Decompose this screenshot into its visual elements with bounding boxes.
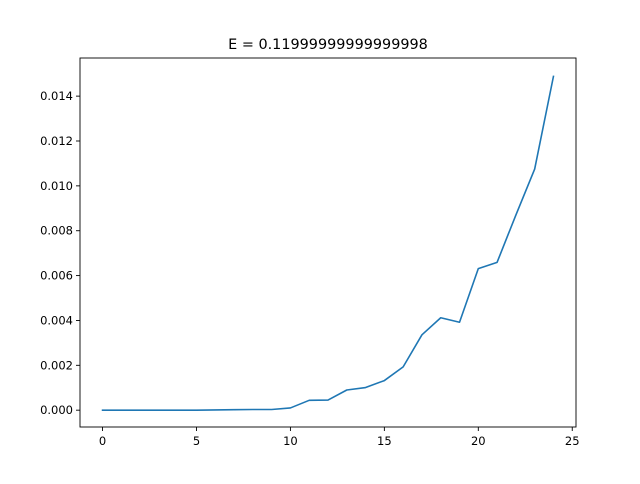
data-point bbox=[214, 409, 216, 411]
y-tick-label: 0.000 bbox=[40, 403, 73, 417]
data-point bbox=[496, 262, 498, 264]
data-point bbox=[421, 334, 423, 336]
data-point bbox=[478, 268, 480, 270]
data-point bbox=[402, 366, 404, 368]
axes-frame bbox=[79, 57, 577, 428]
series-line bbox=[101, 75, 555, 411]
data-point bbox=[308, 400, 310, 402]
data-point bbox=[365, 387, 367, 389]
data-point bbox=[139, 409, 141, 411]
data-point bbox=[196, 409, 198, 411]
y-tick-label: 0.010 bbox=[40, 179, 73, 193]
x-tick-label: 20 bbox=[471, 434, 486, 448]
plot-area: 0 5 10 15 20 25 0.000 0.002 0.004 0.006 0.008 0.010… bbox=[40, 75, 580, 448]
x-tick-label: 0 bbox=[99, 434, 106, 448]
x-tick-label: 5 bbox=[193, 434, 200, 448]
data-point bbox=[121, 409, 123, 411]
data-point bbox=[158, 409, 160, 411]
data-point bbox=[252, 409, 254, 411]
y-tick-label: 0.014 bbox=[40, 89, 73, 103]
data-point bbox=[384, 380, 386, 382]
y-tick-label: 0.004 bbox=[40, 313, 73, 327]
data-point bbox=[327, 399, 329, 401]
data-point bbox=[553, 76, 555, 78]
data-point bbox=[459, 321, 461, 323]
y-tick-label: 0.012 bbox=[40, 134, 73, 148]
data-point bbox=[290, 407, 292, 409]
data-point bbox=[534, 168, 536, 170]
y-tick-label: 0.006 bbox=[40, 269, 73, 283]
x-tick-label: 10 bbox=[283, 434, 298, 448]
y-tick-label: 0.008 bbox=[40, 224, 73, 238]
x-tick-label: 25 bbox=[565, 434, 580, 448]
data-point bbox=[177, 409, 179, 411]
data-point bbox=[346, 389, 348, 391]
data-point bbox=[515, 214, 517, 216]
data-point bbox=[233, 409, 235, 411]
chart-title: E = 0.11999999999999998 bbox=[228, 37, 428, 53]
data-point bbox=[102, 409, 104, 411]
data-point bbox=[440, 317, 442, 319]
x-tick-label: 15 bbox=[377, 434, 392, 448]
data-point bbox=[271, 409, 273, 411]
y-tick-label: 0.002 bbox=[40, 358, 73, 372]
